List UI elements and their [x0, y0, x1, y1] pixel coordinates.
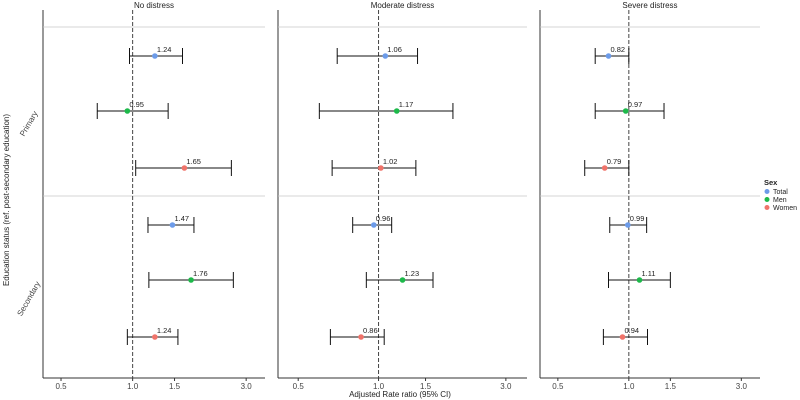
estimate-point [169, 222, 176, 228]
estimate-label: 1.47 [174, 214, 189, 223]
x-tick-label: 1.0 [127, 382, 139, 391]
facet-title: No distress [134, 1, 174, 10]
x-tick-label: 1.0 [623, 382, 635, 391]
estimate-point [181, 165, 188, 171]
x-tick-label: 3.0 [500, 382, 512, 391]
x-tick-label: 1.5 [169, 382, 181, 391]
x-axis-title: Adjusted Rate ratio (95% CI) [349, 390, 451, 399]
estimate-label: 1.24 [157, 326, 172, 335]
estimate-total: 1.47 [147, 214, 195, 233]
y-axis-title: Education status (ref. post-secondary ed… [2, 114, 11, 286]
estimate-label: 1.02 [383, 157, 398, 166]
estimate-women: 1.02 [331, 157, 417, 176]
estimate-total: 0.99 [609, 214, 648, 233]
estimate-label: 1.24 [157, 45, 172, 54]
panel-severe-distress: Severe distress 0.5 1.0 1.5 3.0 0.82 0.97 0.79 0… [539, 1, 760, 391]
estimate-point [399, 277, 406, 283]
estimate-total: 1.06 [336, 45, 419, 64]
estimate-point [371, 222, 377, 228]
estimate-total: 0.82 [594, 45, 630, 64]
estimate-label: 0.97 [628, 100, 643, 109]
x-tick-label: 1.5 [420, 382, 432, 391]
estimate-total: 0.96 [352, 214, 393, 233]
x-tick-label: 0.5 [55, 382, 67, 391]
estimate-point [358, 334, 364, 340]
legend-label-total: Total [773, 189, 788, 196]
estimate-label: 0.94 [624, 326, 639, 335]
estimate-women: 0.94 [602, 326, 649, 345]
estimate-label: 0.95 [129, 100, 144, 109]
estimate-women: 0.79 [584, 157, 630, 176]
estimate-total: 1.24 [128, 45, 183, 64]
estimate-label: 1.23 [405, 269, 420, 278]
estimate-women: 1.24 [126, 326, 179, 345]
estimate-point [601, 165, 608, 171]
facet-title: Severe distress [622, 1, 677, 10]
estimate-point [622, 108, 629, 114]
estimate-men: 1.23 [365, 269, 434, 288]
estimate-label: 1.06 [387, 45, 402, 54]
panels: No distress 0.5 1.0 1.5 3.0 1.24 0.95 1.65 1.47 1… [15, 1, 760, 391]
estimate-label: 1.65 [186, 157, 201, 166]
legend-swatch-total [764, 189, 770, 194]
x-tick-label: 3.0 [241, 382, 253, 391]
group-label-secondary: Secondary [15, 280, 42, 318]
estimate-point [636, 277, 643, 283]
estimate-men: 0.95 [96, 100, 169, 119]
estimate-point [124, 108, 131, 114]
estimate-label: 0.86 [363, 326, 378, 335]
estimate-label: 1.17 [399, 100, 414, 109]
panel-moderate-distress: Moderate distress 0.5 1.0 1.5 3.0 1.06 1.17 1.0… [277, 1, 527, 391]
x-tick-label: 1.5 [665, 382, 677, 391]
legend-swatch-women [764, 205, 770, 210]
x-tick-label: 1.0 [373, 382, 385, 391]
estimate-women: 0.86 [329, 326, 385, 345]
estimate-point [619, 334, 626, 340]
estimate-men: 1.17 [318, 100, 454, 119]
x-tick-label: 3.0 [736, 382, 748, 391]
estimate-point [152, 334, 158, 340]
estimate-point [625, 222, 631, 228]
estimate-label: 0.82 [611, 45, 626, 54]
legend-label-men: Men [773, 197, 787, 204]
estimate-point [378, 165, 384, 171]
estimate-label: 1.11 [642, 269, 656, 278]
estimate-point [152, 53, 158, 59]
legend-label-women: Women [773, 205, 797, 212]
estimate-point [393, 108, 400, 114]
x-tick-label: 0.5 [293, 382, 305, 391]
x-tick-label: 0.5 [552, 382, 564, 391]
estimate-label: 0.79 [607, 157, 622, 166]
estimate-point [382, 53, 389, 59]
estimate-men: 1.11 [608, 269, 671, 288]
estimate-label: 0.99 [630, 214, 645, 223]
estimate-point [605, 53, 612, 59]
estimate-women: 1.65 [135, 157, 232, 176]
estimate-label: 0.96 [376, 214, 391, 223]
panel-no-distress: No distress 0.5 1.0 1.5 3.0 1.24 0.95 1.65 1.47 1… [42, 1, 265, 391]
legend-swatch-men [764, 197, 770, 202]
estimate-men: 0.97 [594, 100, 665, 119]
legend-title: Sex [764, 178, 778, 187]
group-label-primary: Primary [18, 110, 40, 138]
estimate-point [188, 277, 194, 283]
estimate-men: 1.76 [148, 269, 234, 288]
estimate-label: 1.76 [193, 269, 208, 278]
facet-title: Moderate distress [371, 1, 435, 10]
